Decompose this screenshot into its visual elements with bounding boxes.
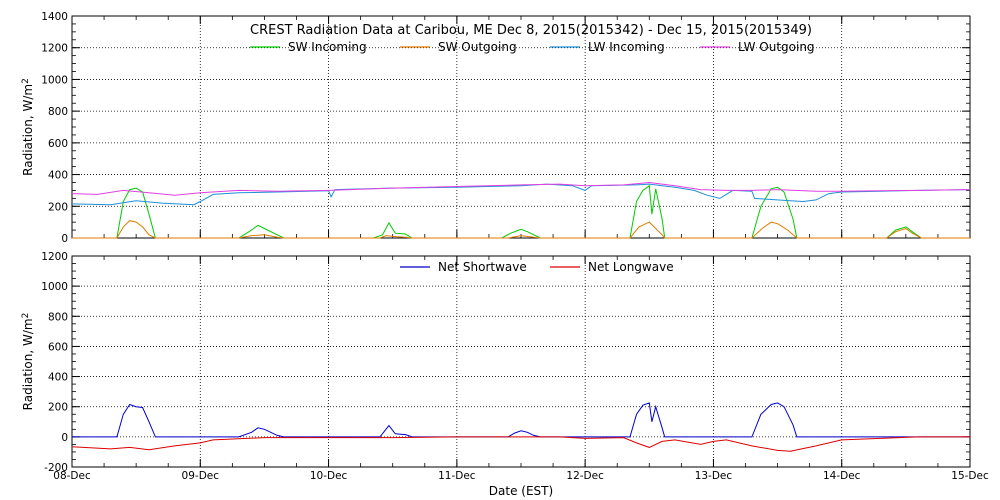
x-tick-label: 15-Dec xyxy=(951,470,989,482)
y-tick-label: 1400 xyxy=(41,11,68,23)
x-tick-label: 11-Dec xyxy=(438,470,476,482)
legend-label-lw-outgoing: LW Outgoing xyxy=(738,40,815,54)
x-tick-label: 08-Dec xyxy=(53,470,91,482)
y-tick-label: 400 xyxy=(48,170,68,182)
x-tick-label: 14-Dec xyxy=(823,470,861,482)
x-tick-label: 09-Dec xyxy=(182,470,220,482)
plot-frame xyxy=(71,15,971,239)
y-tick-label: 1000 xyxy=(41,281,68,293)
y-axis-title: Radiation, W/m2 xyxy=(21,78,35,176)
legend-label-net-shortwave: Net Shortwave xyxy=(438,260,527,274)
y-axis-title: Radiation, W/m2 xyxy=(21,313,35,411)
legend-label-sw-outgoing: SW Outgoing xyxy=(438,40,517,54)
chart-title: CREST Radiation Data at Caribou, ME Dec … xyxy=(250,23,812,38)
y-tick-label: 0 xyxy=(61,432,68,444)
y-tick-label: 800 xyxy=(48,311,68,323)
chart-panel-1: 0 200 400 600 800 1000 1200 1400 Radiation, W/m2… xyxy=(21,11,971,245)
y-tick-label: 800 xyxy=(48,106,68,118)
chart-panel-2: -200 0 200 400 600 800 1000 1200 08-Dec 09-Dec 10-… xyxy=(21,251,989,498)
y-tick-label: 1000 xyxy=(41,74,68,86)
y-tick-label: 400 xyxy=(48,372,68,384)
series-line-net-shortwave xyxy=(72,402,970,438)
x-tick-label: 13-Dec xyxy=(695,470,733,482)
y-tick-label: 0 xyxy=(61,233,68,245)
y-tick-label: -200 xyxy=(44,462,68,474)
legend-label-net-longwave: Net Longwave xyxy=(588,260,674,274)
x-tick-label: 12-Dec xyxy=(566,470,604,482)
x-axis-title: Date (EST) xyxy=(489,484,553,498)
y-tick-label: 600 xyxy=(48,138,68,150)
series-line-net-longwave xyxy=(71,436,970,452)
plot-frame xyxy=(71,255,971,468)
x-tick-label: 10-Dec xyxy=(310,470,348,482)
series-line-lw-outgoing xyxy=(71,181,971,196)
series-line-sw-incoming xyxy=(72,184,970,239)
legend-label-lw-incoming: LW Incoming xyxy=(588,40,665,54)
y-tick-label: 1200 xyxy=(41,251,68,263)
legend-label-sw-incoming: SW Incoming xyxy=(288,40,367,54)
y-tick-label: 200 xyxy=(48,201,68,213)
y-tick-label: 1200 xyxy=(41,43,68,55)
series-line-sw-outgoing xyxy=(72,220,970,239)
y-tick-label: 200 xyxy=(48,402,68,414)
y-tick-label: 600 xyxy=(48,341,68,353)
series-line-lw-incoming xyxy=(71,183,971,206)
